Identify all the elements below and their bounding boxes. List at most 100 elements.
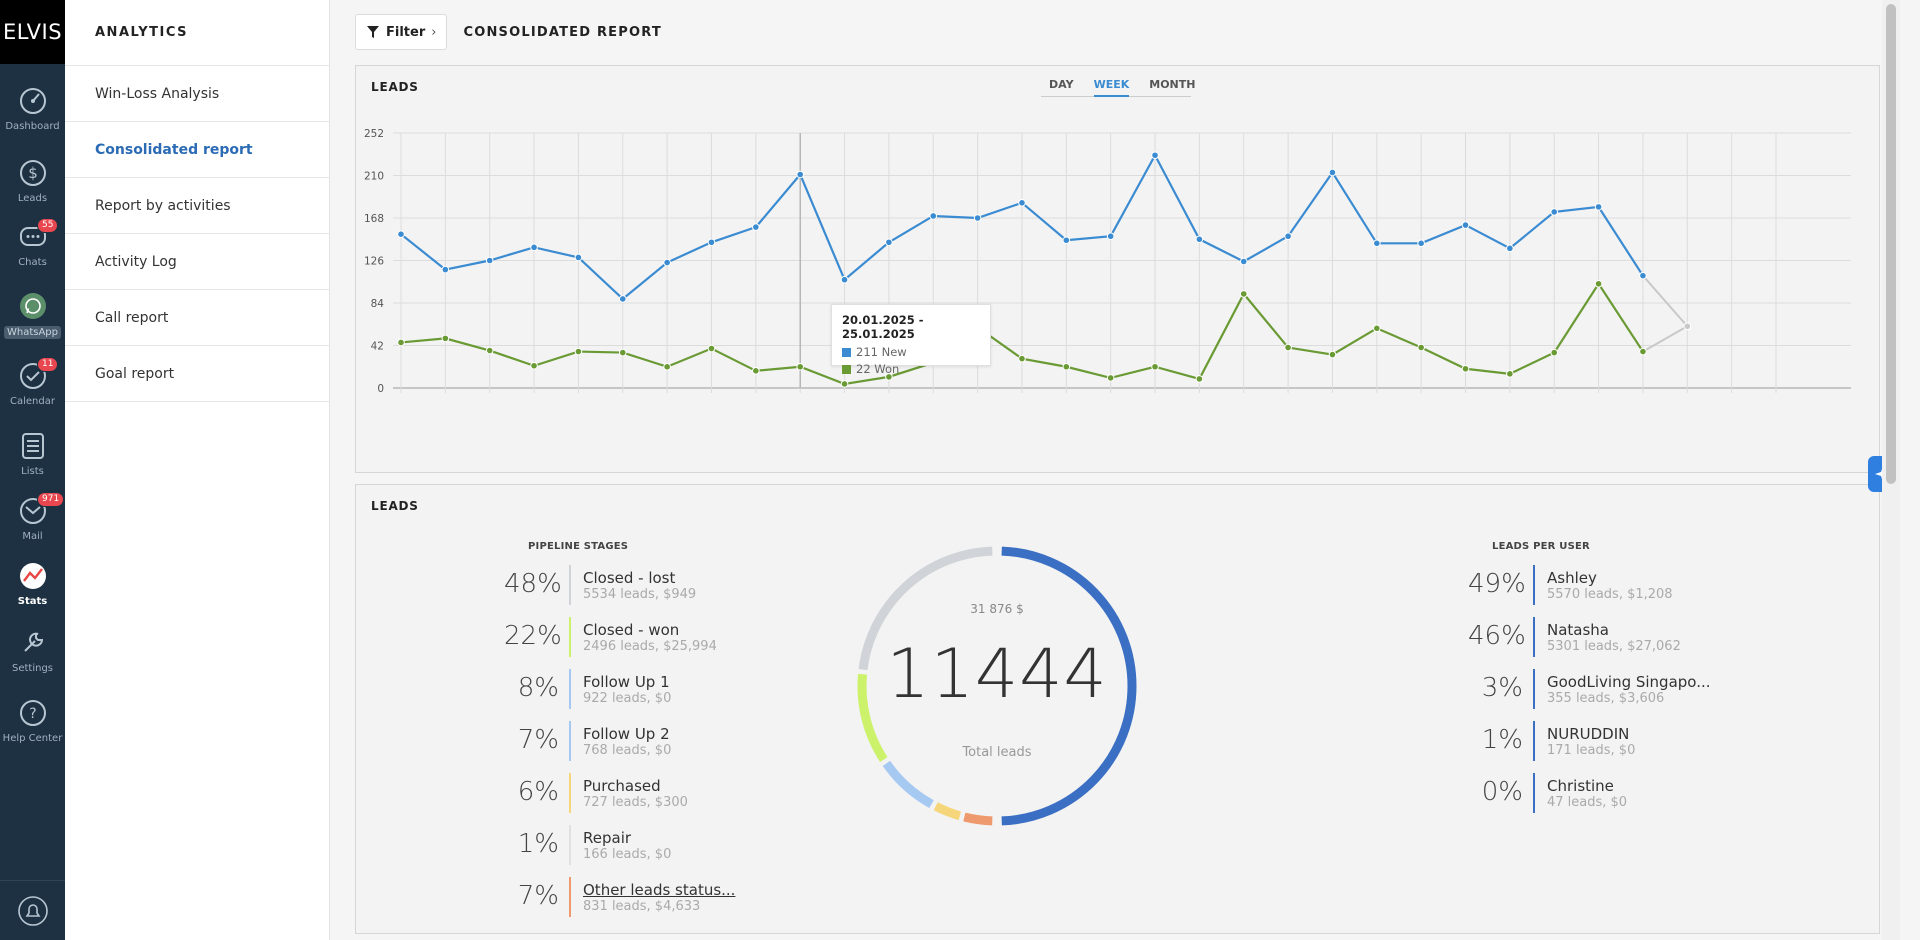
stats-icon: [19, 563, 46, 589]
subnav-item-win-loss[interactable]: Win-Loss Analysis: [65, 66, 329, 122]
data-point-won: [1062, 362, 1071, 371]
page-scrollbar[interactable]: [1882, 0, 1900, 940]
stat-name: Purchased: [583, 777, 661, 795]
user-row[interactable]: 1% NURUDDIN 171 leads, $0: [1468, 721, 1635, 773]
data-point-won: [397, 338, 405, 347]
y-tick-label: 168: [364, 213, 384, 225]
mail-badge: 971: [37, 492, 65, 507]
data-point-won: [485, 346, 494, 355]
user-row[interactable]: 3% GoodLiving Singapo... 355 leads, $3,606: [1468, 669, 1711, 721]
stat-color-bar: [569, 669, 571, 709]
data-point-new: [885, 238, 893, 247]
notifications-button[interactable]: [0, 880, 65, 940]
stat-sub: 5570 leads, $1,208: [1547, 587, 1673, 602]
data-point-won: [1639, 347, 1647, 356]
data-point-won: [1417, 343, 1425, 352]
data-point-new: [1461, 221, 1470, 229]
pipeline-stage-row[interactable]: 7% Other leads status... 831 leads, $4,633: [504, 877, 735, 929]
rail-item-chats[interactable]: Chats 55: [0, 214, 65, 278]
list-icon: [21, 433, 44, 459]
data-point-new: [1195, 235, 1204, 244]
tab-week[interactable]: WEEK: [1093, 78, 1130, 97]
donut-sum: 31 876 $: [970, 602, 1024, 616]
dollar-icon: $: [19, 160, 46, 186]
scrollbar-thumb[interactable]: [1886, 4, 1896, 484]
data-point-new: [574, 253, 583, 262]
pipeline-stage-row[interactable]: 1% Repair 166 leads, $0: [504, 825, 671, 877]
donut-chart: [857, 546, 1137, 826]
rail-label: Lists: [21, 466, 44, 477]
chats-badge: 55: [37, 218, 59, 233]
stat-color-bar: [569, 565, 571, 605]
donut-total: 11444: [886, 635, 1108, 714]
rail-item-settings[interactable]: Settings: [0, 620, 65, 684]
stat-color-bar: [569, 825, 571, 865]
data-point-won: [1461, 364, 1470, 373]
leads-line-chart[interactable]: 0 42 84 126 168 210 252: [356, 66, 1881, 474]
data-point-won: [1373, 324, 1381, 333]
pipeline-stages-heading: PIPELINE STAGES: [528, 541, 629, 552]
filter-button[interactable]: Filter ›: [355, 14, 448, 50]
rail-item-leads[interactable]: $ Leads: [0, 150, 65, 214]
stat-percent: 3%: [1481, 673, 1523, 703]
stat-name[interactable]: Other leads status...: [583, 881, 736, 899]
pipeline-stage-row[interactable]: 8% Follow Up 1 922 leads, $0: [504, 669, 671, 721]
total-leads-donut[interactable]: 31 876 $ 11444 Total leads: [851, 540, 1143, 832]
data-point-new: [929, 212, 938, 220]
pipeline-stage-row[interactable]: 48% Closed - lost 5534 leads, $949: [504, 565, 696, 617]
donut-segment: [858, 546, 993, 671]
rail-item-whatsapp[interactable]: WhatsApp: [0, 283, 65, 347]
stat-percent: 0%: [1481, 777, 1523, 807]
stat-color-bar: [1533, 721, 1535, 761]
user-row[interactable]: 49% Ashley 5570 leads, $1,208: [1468, 565, 1673, 617]
stat-sub: 5534 leads, $949: [583, 587, 697, 602]
data-point-new: [973, 214, 982, 222]
pipeline-stage-row[interactable]: 6% Purchased 727 leads, $300: [504, 773, 688, 825]
rail-item-calendar[interactable]: Calendar 11: [0, 353, 65, 417]
user-row[interactable]: 0% Christine 47 leads, $0: [1468, 773, 1627, 825]
stat-color-bar: [1533, 669, 1535, 709]
data-point-won: [1284, 343, 1292, 352]
data-point-won: [1195, 375, 1204, 383]
donut-segment: [882, 760, 934, 809]
stat-name: Closed - lost: [583, 569, 676, 587]
data-point-won: [1506, 370, 1514, 378]
rail-item-lists[interactable]: Lists: [0, 423, 65, 487]
stat-text: Closed - won 2496 leads, $25,994: [583, 617, 717, 655]
stat-name: Follow Up 2: [583, 725, 670, 743]
rail-item-stats[interactable]: Stats: [0, 553, 65, 617]
stat-percent: 1%: [517, 829, 559, 859]
data-point-new: [1106, 232, 1115, 241]
pipeline-stage-row[interactable]: 22% Closed - won 2496 leads, $25,994: [504, 617, 717, 669]
rail-item-dashboard[interactable]: Dashboard: [0, 78, 65, 142]
subnav-item-goal-report[interactable]: Goal report: [65, 346, 329, 402]
subnav-item-consolidated[interactable]: Consolidated report: [65, 122, 329, 178]
subnav-item-activities[interactable]: Report by activities: [65, 178, 329, 234]
data-point-won: [1106, 374, 1115, 382]
stat-sub: 47 leads, $0: [1547, 795, 1628, 810]
pipeline-stage-row[interactable]: 7% Follow Up 2 768 leads, $0: [504, 721, 671, 773]
projected-segment: [1642, 275, 1689, 327]
svg-text:?: ?: [29, 706, 36, 722]
donut-segment: [933, 802, 962, 821]
stat-color-bar: [1533, 617, 1535, 657]
rail-item-help-center[interactable]: ? Help Center: [0, 690, 65, 754]
stat-percent: 7%: [517, 725, 559, 755]
subnav-item-activity-log[interactable]: Activity Log: [65, 234, 329, 290]
user-row[interactable]: 46% Natasha 5301 leads, $27,062: [1468, 617, 1681, 669]
y-tick-label: 210: [364, 171, 384, 183]
rail-label: Settings: [11, 663, 53, 674]
subnav-item-call-report[interactable]: Call report: [65, 290, 329, 346]
leads-chart-panel: LEADS DAY WEEK MONTH 0 42 84 126 168 210 252 2…: [355, 65, 1880, 473]
stat-text: Other leads status... 831 leads, $4,633: [583, 877, 735, 915]
tab-month[interactable]: MONTH: [1149, 78, 1196, 91]
data-point-new: [1417, 239, 1425, 248]
toolbar: Filter › CONSOLIDATED REPORT: [355, 14, 662, 50]
rail-item-mail[interactable]: Mail 971: [0, 488, 65, 552]
tab-day[interactable]: DAY: [1049, 78, 1074, 91]
rail-label: Help Center: [2, 733, 63, 744]
projected-segment: [1642, 325, 1688, 353]
y-tick-label: 126: [364, 256, 384, 268]
app-logo[interactable]: ELVIS: [0, 0, 65, 64]
stat-text: Follow Up 2 768 leads, $0: [583, 721, 671, 759]
